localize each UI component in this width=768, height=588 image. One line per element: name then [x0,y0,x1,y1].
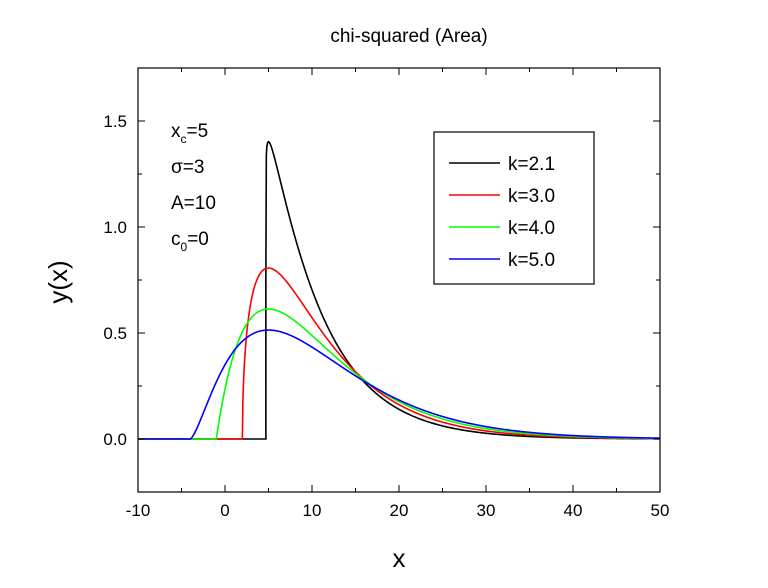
x-tick-label: 0 [220,501,229,520]
parameter-annotation: xc=5 [171,121,208,146]
x-tick-label: 20 [390,501,409,520]
x-tick-label: 30 [477,501,496,520]
parameter-annotations: xc=5 σ=3 A=10 c0=0 [171,121,216,254]
legend-entry: k=2.1 [508,154,555,175]
chart-title: chi-squared (Area) [330,26,487,47]
y-tick-label: 1.0 [103,218,127,237]
x-axis-label: x [393,543,406,573]
axis-tick-labels: -10 0 10 20 30 40 50 0.0 0.5 1.0 1.5 [103,112,669,520]
legend-entry: k=3.0 [508,186,555,207]
parameter-annotation: A=10 [171,193,216,214]
x-tick-label: 50 [651,501,670,520]
y-tick-label: 0.5 [103,324,127,343]
x-tick-label: 40 [564,501,583,520]
y-axis-label: y(x) [43,260,73,303]
x-tick-label: -10 [126,501,151,520]
x-tick-label: 10 [303,501,322,520]
series-line-4 [138,329,660,440]
series-line-3 [138,308,660,440]
plot-curves [138,140,660,440]
legend: k=2.1 k=3.0 k=4.0 k=5.0 [433,131,595,285]
legend-entry: k=4.0 [508,218,555,239]
series-line-2 [138,267,660,440]
y-tick-label: 1.5 [103,112,127,131]
parameter-annotation: c0=0 [171,229,209,254]
y-tick-label: 0.0 [103,430,127,449]
legend-entry: k=5.0 [508,250,555,271]
parameter-annotation: σ=3 [171,157,204,178]
axis-ticks [137,67,661,493]
